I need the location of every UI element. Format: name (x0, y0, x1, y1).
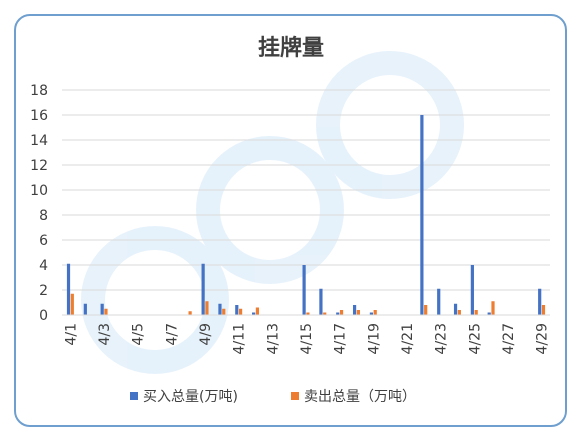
x-tick-label: 4/1 (63, 323, 79, 346)
bar-sell (238, 308, 243, 315)
bars (66, 115, 546, 315)
bar-sell (356, 310, 360, 315)
x-tick-label: 4/15 (299, 323, 315, 354)
y-tick-label: 0 (39, 308, 48, 324)
bar-buy (100, 303, 104, 315)
bar-buy (252, 312, 256, 315)
y-tick-label: 6 (39, 233, 48, 249)
x-tick-label: 4/7 (164, 323, 180, 346)
x-tick-label: 4/5 (131, 323, 147, 346)
gridlines (62, 89, 550, 291)
bar-sell (222, 308, 226, 315)
bar-buy (336, 312, 340, 315)
bar-buy (538, 288, 542, 315)
bar-buy (235, 305, 239, 315)
bar-sell (491, 301, 495, 315)
legend: 买入总量(万吨) 卖出总量（万吨） (130, 389, 416, 405)
bar-buy (352, 305, 357, 315)
y-tick-label: 14 (30, 133, 48, 149)
bar-buy (66, 263, 71, 315)
y-tick-label: 8 (39, 208, 48, 224)
bar-buy (369, 312, 374, 315)
bar-sell (373, 310, 377, 315)
bar-sell (205, 301, 209, 315)
x-axis-ticks: 4/1 4/3 4/5 4/7 4/9 4/11 4/13 4/15 4/17 4/19 4/21 4… (63, 323, 550, 354)
x-tick-label: 4/23 (434, 323, 450, 354)
bar-sell (188, 311, 192, 315)
bar-buy (420, 115, 424, 315)
bar-buy (487, 312, 491, 315)
bar-buy (453, 303, 458, 315)
x-tick-label: 4/29 (535, 323, 551, 354)
chart-card (14, 14, 567, 427)
bar-buy (319, 288, 323, 315)
legend-swatch-sell (291, 392, 299, 400)
bar-buy (470, 265, 474, 315)
bar-buy (218, 303, 222, 315)
x-tick-label: 4/17 (333, 323, 349, 354)
x-tick-label: 4/11 (232, 323, 248, 354)
y-axis-ticks: 0 2 4 6 8 10 12 14 16 18 (30, 83, 48, 324)
watermark-logo (81, 51, 464, 374)
x-tick-label: 4/27 (501, 323, 517, 354)
bar-sell (306, 312, 310, 315)
x-tick-label: 4/13 (265, 323, 281, 354)
bar-buy (437, 288, 441, 315)
x-tick-label: 4/25 (467, 323, 483, 354)
y-tick-label: 18 (30, 83, 48, 99)
bar-sell (339, 310, 344, 315)
bar-buy (83, 303, 87, 315)
legend-swatch-buy (130, 392, 138, 400)
bar-buy (201, 263, 205, 315)
x-tick-label: 4/9 (198, 323, 214, 346)
y-tick-label: 2 (39, 283, 48, 299)
bar-sell (70, 293, 74, 315)
y-tick-label: 10 (30, 183, 48, 199)
legend-label-sell: 卖出总量（万吨） (304, 389, 416, 405)
bar-sell (323, 312, 327, 315)
bar-sell (255, 307, 260, 315)
y-tick-label: 16 (30, 108, 48, 124)
x-tick-label: 4/19 (366, 323, 382, 354)
bar-sell (474, 310, 478, 315)
x-tick-label: 4/3 (97, 323, 113, 346)
x-tick-label: 4/21 (400, 323, 416, 354)
bar-sell (424, 305, 428, 315)
chart-title: 挂牌量 (258, 35, 324, 61)
bar-sell (541, 305, 546, 315)
bar-buy (302, 265, 306, 315)
y-tick-label: 4 (39, 258, 48, 274)
bar-sell (457, 310, 461, 315)
y-tick-label: 12 (30, 158, 48, 174)
bar-sell (104, 308, 108, 315)
legend-label-buy: 买入总量(万吨) (143, 389, 238, 405)
